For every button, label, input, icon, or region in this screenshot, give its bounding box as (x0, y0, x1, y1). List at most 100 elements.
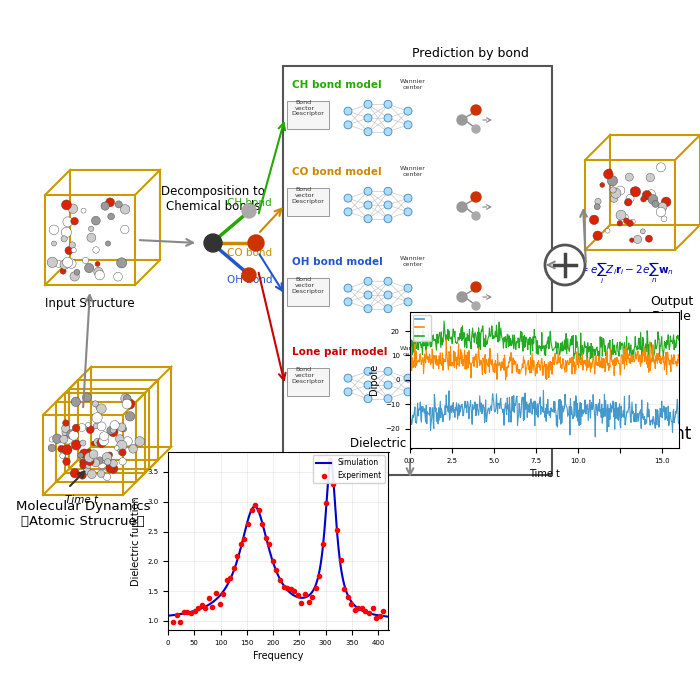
Point (46, 434, 57, 445)
Circle shape (457, 382, 467, 392)
Point (96, 468, 107, 480)
Circle shape (364, 188, 372, 195)
Point (104, 197, 116, 208)
Text: $\mathbf{M}=e\sum_i Z_i\mathbf{r}_i-2e\sum_n\mathbf{w}_n$: $\mathbf{M}=e\sum_i Z_i\mathbf{r}_i-2e\s… (566, 260, 673, 286)
Circle shape (344, 284, 352, 292)
Point (52, 258, 64, 270)
Point (81, 392, 92, 403)
Simulation (280, 582, 288, 590)
Point (655, 162, 666, 173)
Circle shape (471, 192, 481, 202)
Text: Molecular Dynamics: Molecular Dynamics (15, 500, 150, 513)
Circle shape (364, 368, 372, 375)
Circle shape (364, 395, 372, 402)
Experiment (349, 604, 360, 615)
Text: Descriptor: Descriptor (292, 111, 324, 116)
Experiment (186, 608, 197, 619)
Experiment (288, 585, 300, 596)
Point (57, 450, 68, 461)
Text: Output
Dipole: Output Dipole (650, 295, 694, 323)
Circle shape (384, 291, 392, 299)
Point (71, 440, 82, 451)
Experiment (218, 588, 229, 599)
Point (117, 447, 128, 458)
Circle shape (384, 188, 392, 195)
Point (592, 201, 603, 212)
Point (603, 169, 614, 180)
X-axis label: Frequency: Frequency (253, 651, 303, 661)
Experiment (321, 498, 332, 509)
Experiment (356, 602, 368, 613)
Circle shape (404, 194, 412, 202)
Circle shape (472, 212, 480, 220)
Experiment (374, 610, 385, 622)
Point (57, 265, 69, 276)
Point (86, 232, 97, 244)
Point (77, 470, 88, 481)
Point (620, 211, 631, 223)
Point (60, 423, 71, 434)
Circle shape (344, 208, 352, 216)
Point (118, 424, 130, 435)
Point (92, 402, 104, 413)
Point (78, 460, 89, 471)
Point (127, 443, 139, 454)
Experiment (328, 478, 339, 489)
Point (85, 424, 96, 435)
Text: Time t: Time t (65, 495, 98, 505)
Point (596, 179, 608, 190)
Simulation (238, 538, 246, 546)
Experiment (189, 606, 200, 617)
Simulation (201, 603, 209, 611)
Point (589, 214, 600, 225)
Point (116, 421, 127, 433)
Point (102, 452, 113, 463)
Text: CH bond model: CH bond model (292, 80, 382, 90)
Point (75, 450, 86, 461)
Point (622, 197, 634, 209)
Point (68, 244, 79, 256)
Experiment (363, 607, 374, 618)
Point (83, 419, 94, 430)
Point (630, 186, 641, 197)
Point (108, 463, 119, 475)
Experiment (168, 616, 179, 627)
Experiment (221, 575, 232, 586)
Point (76, 422, 88, 433)
Point (71, 422, 82, 433)
Text: Prediction by bond: Prediction by bond (412, 47, 528, 60)
Experiment (285, 583, 296, 594)
Experiment (239, 533, 250, 545)
Point (59, 233, 70, 244)
Circle shape (404, 121, 412, 129)
Point (61, 227, 72, 238)
Point (104, 449, 116, 461)
Text: Descriptor: Descriptor (292, 379, 324, 384)
Point (59, 259, 70, 270)
Experiment (203, 592, 214, 603)
Simulation (164, 612, 172, 620)
Point (77, 456, 88, 468)
Point (592, 230, 603, 241)
Circle shape (364, 127, 372, 136)
Circle shape (404, 208, 412, 216)
Experiment (196, 599, 207, 610)
Text: CO bond: CO bond (227, 248, 272, 258)
Simulation (284, 587, 293, 596)
Experiment (335, 554, 346, 566)
Point (643, 233, 655, 244)
Circle shape (404, 298, 412, 306)
Experiment (378, 605, 389, 616)
Point (69, 468, 80, 479)
Point (125, 411, 136, 422)
Experiment (370, 612, 382, 624)
Y-axis label: Dielectric function: Dielectric function (132, 496, 141, 586)
Circle shape (364, 201, 372, 209)
Point (69, 216, 80, 227)
Experiment (235, 539, 246, 550)
Experiment (178, 607, 190, 618)
Point (66, 239, 78, 251)
Text: CH bond: CH bond (227, 198, 272, 208)
Point (102, 238, 113, 249)
Point (627, 216, 638, 228)
